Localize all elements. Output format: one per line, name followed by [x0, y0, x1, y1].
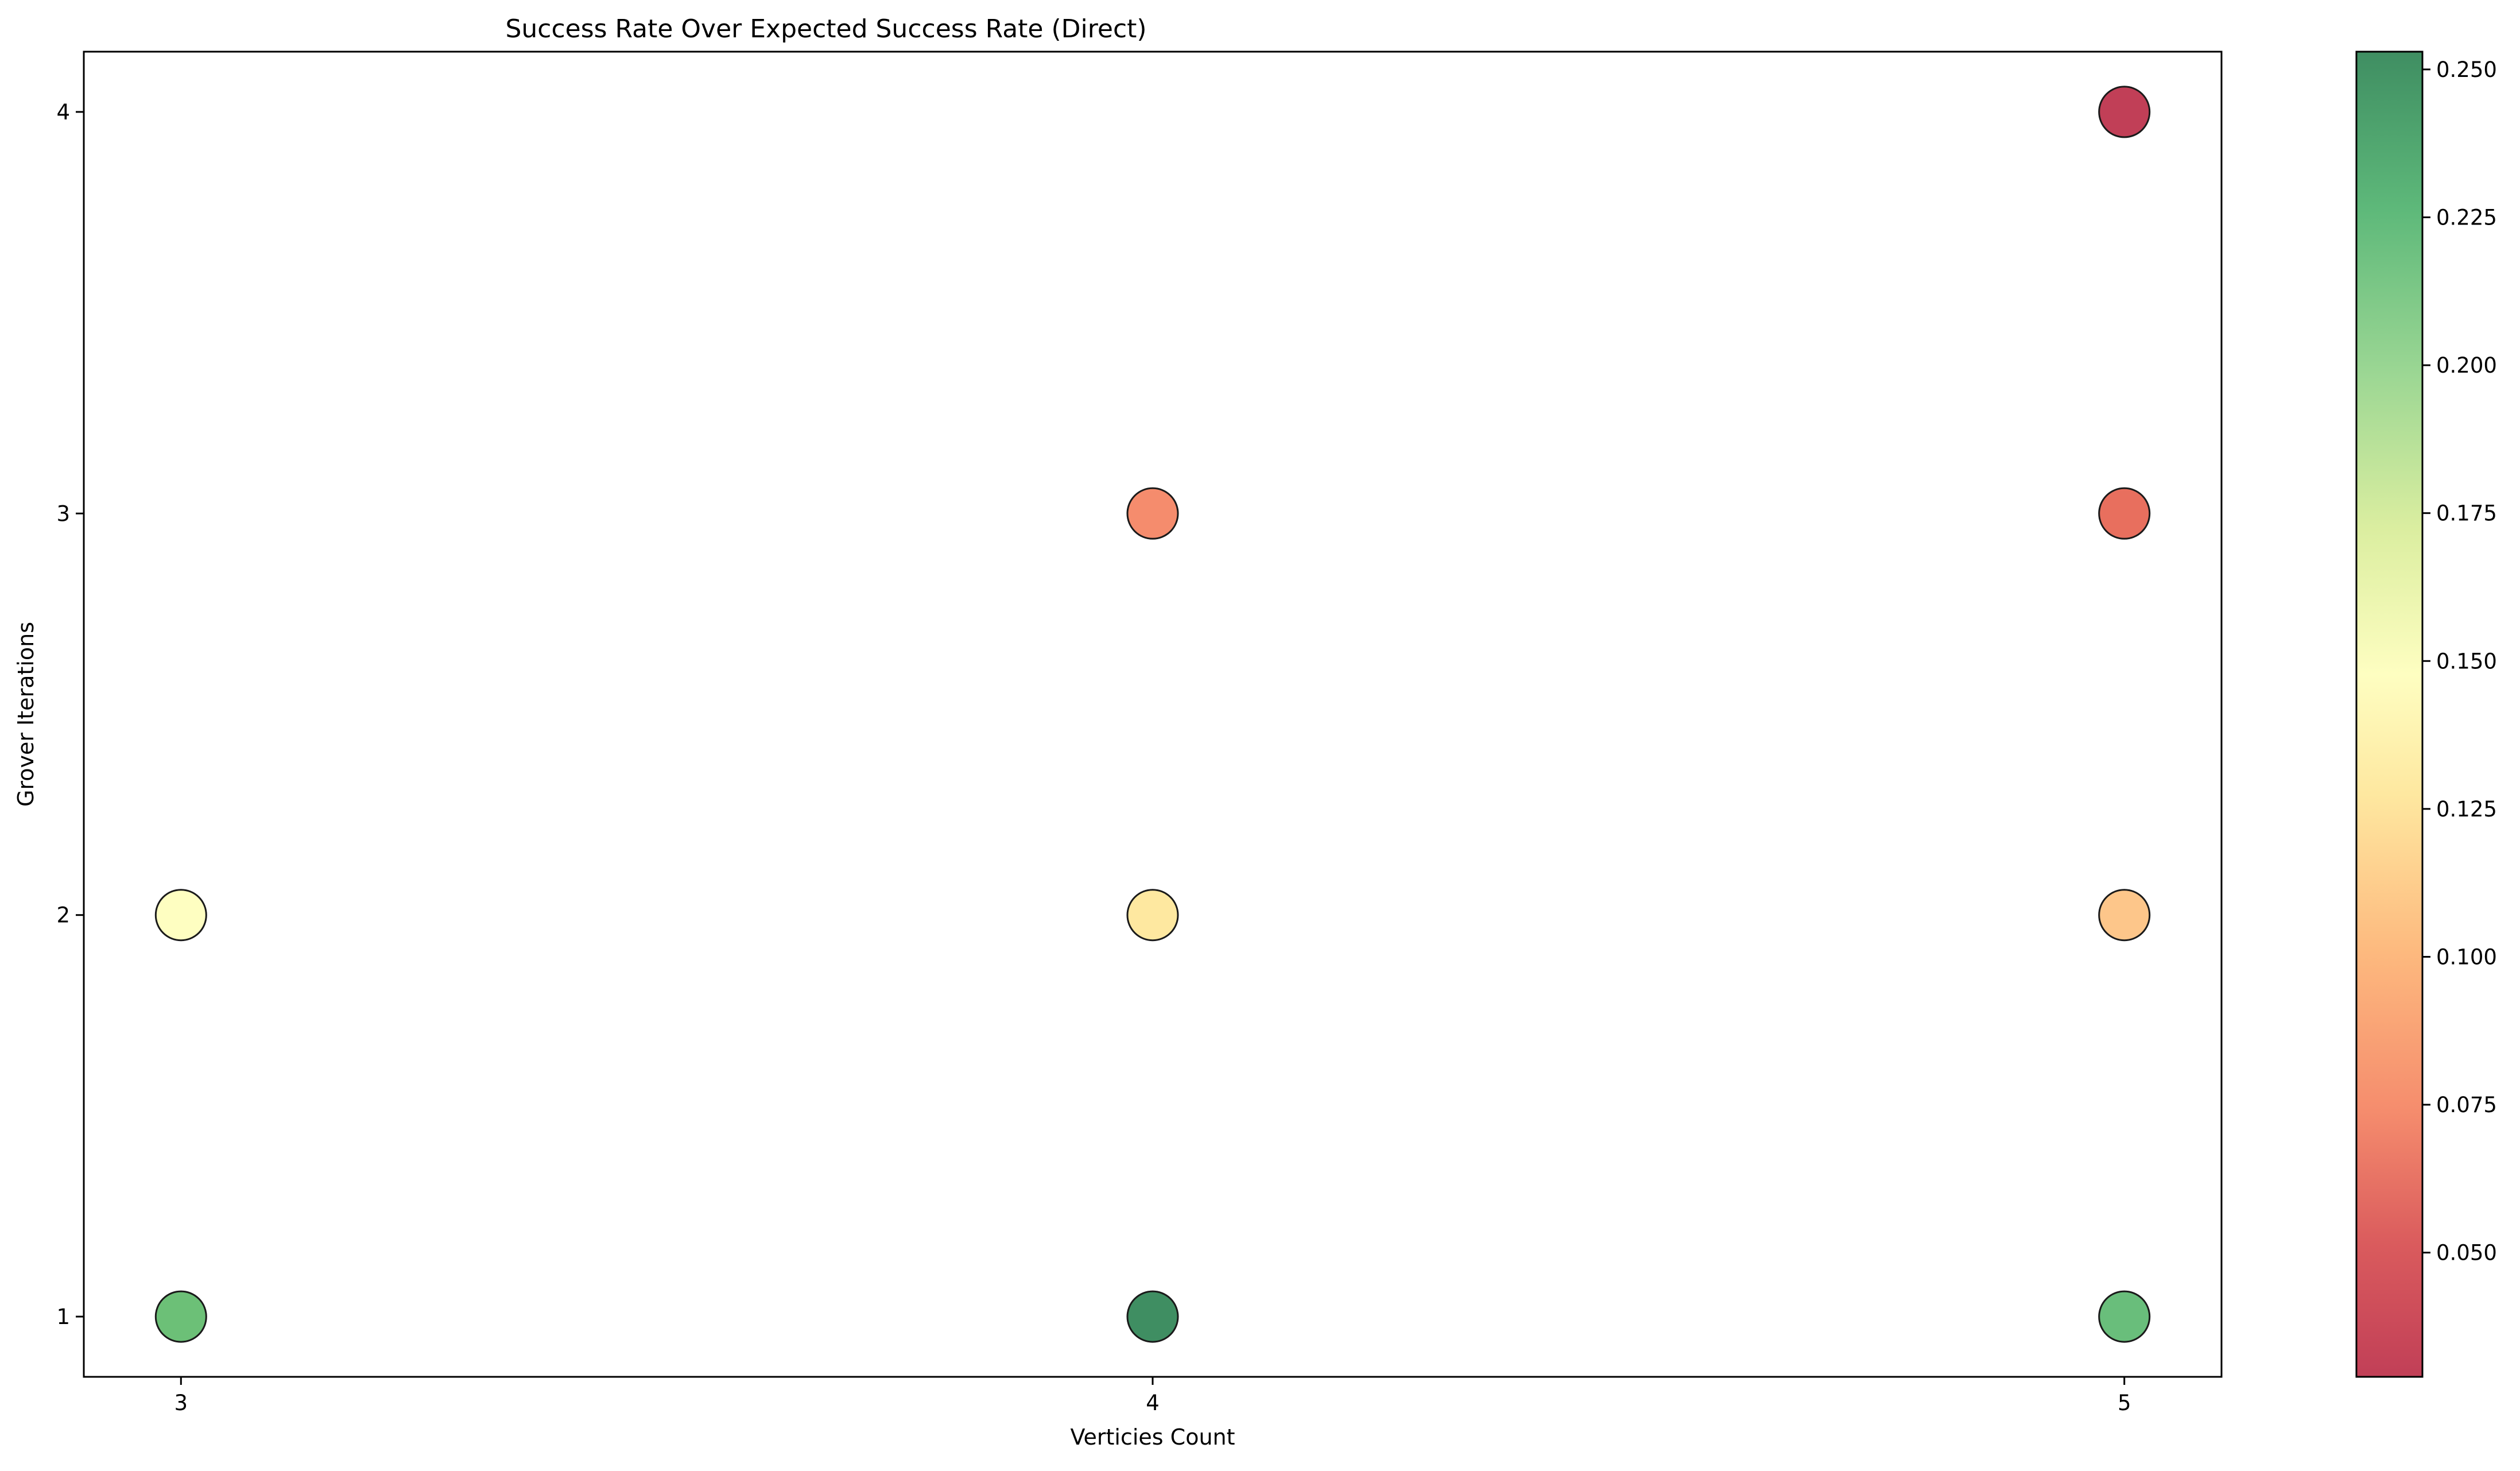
y-tick-label: 3 — [56, 501, 70, 526]
y-axis-ticks: 1 2 3 4 — [56, 100, 84, 1329]
colorbar-tick-label: 0.175 — [2436, 501, 2497, 526]
colorbar-ticks: 0.050 0.075 0.100 0.125 0.150 0.175 0.200 0.225… — [2422, 57, 2497, 1265]
x-tick-label: 4 — [1146, 1391, 1160, 1415]
data-point — [1126, 1290, 1179, 1343]
data-point — [1126, 487, 1179, 540]
data-point — [2098, 86, 2151, 138]
data-point — [154, 1290, 207, 1343]
x-tick-label: 5 — [2118, 1391, 2131, 1415]
colorbar-tick-label: 0.250 — [2436, 57, 2497, 82]
colorbar-tick-label: 0.050 — [2436, 1241, 2497, 1265]
data-point — [1126, 889, 1179, 942]
data-points — [154, 86, 2151, 1343]
colorbar-tick-label: 0.225 — [2436, 206, 2497, 230]
chart-title: Success Rate Over Expected Success Rate … — [505, 14, 1146, 44]
colorbar — [2355, 51, 2424, 1378]
plot-frame — [83, 51, 2223, 1378]
data-point — [154, 889, 207, 942]
y-tick-label: 1 — [56, 1304, 70, 1329]
colorbar-tick-label: 0.075 — [2436, 1093, 2497, 1117]
y-tick-label: 2 — [56, 903, 70, 928]
colorbar-tick-label: 0.150 — [2436, 649, 2497, 673]
data-point — [2098, 1290, 2151, 1343]
y-tick-label: 4 — [56, 100, 70, 125]
data-point — [2098, 889, 2151, 942]
y-axis-label: Grover Iterations — [13, 622, 38, 807]
colorbar-tick-label: 0.125 — [2436, 797, 2497, 822]
colorbar-tick-label: 0.100 — [2436, 944, 2497, 969]
x-axis-ticks: 3 4 5 — [174, 1377, 2131, 1415]
data-point — [2098, 487, 2151, 540]
x-tick-label: 3 — [174, 1391, 188, 1415]
colorbar-tick-label: 0.200 — [2436, 353, 2497, 378]
x-axis-label: Verticies Count — [1070, 1424, 1235, 1450]
